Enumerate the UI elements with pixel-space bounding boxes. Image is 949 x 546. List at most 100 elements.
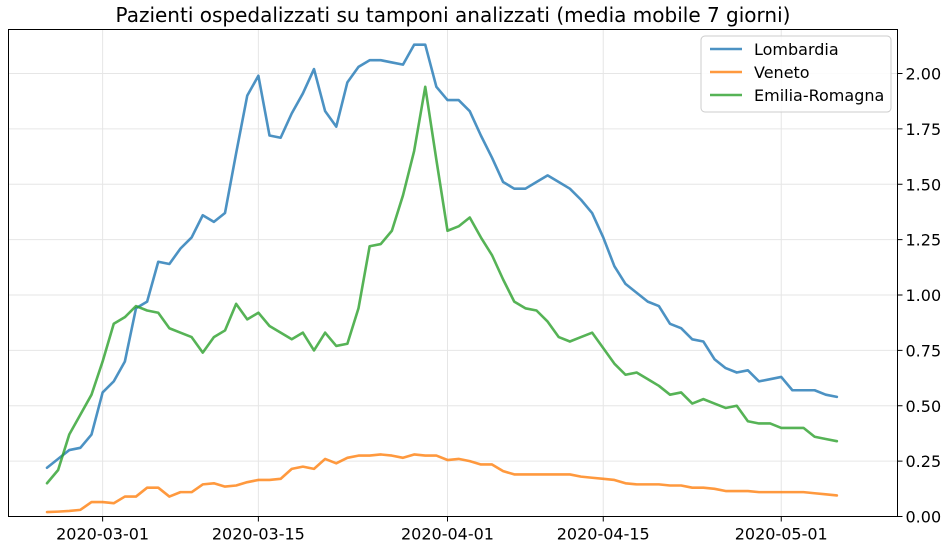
data-point <box>257 75 259 77</box>
data-point <box>491 156 493 158</box>
data-point <box>324 458 326 460</box>
data-point <box>357 454 359 456</box>
data-point <box>235 152 237 154</box>
data-point <box>90 393 92 395</box>
plot-frame <box>8 29 898 517</box>
data-point <box>758 422 760 424</box>
data-point <box>825 438 827 440</box>
data-point <box>647 483 649 485</box>
data-point <box>635 483 637 485</box>
data-point <box>724 407 726 409</box>
data-point <box>647 300 649 302</box>
data-point <box>624 374 626 376</box>
series-veneto <box>45 453 839 514</box>
data-point <box>457 458 459 460</box>
data-point <box>747 490 749 492</box>
data-point <box>624 482 626 484</box>
data-point <box>713 402 715 404</box>
data-point <box>691 487 693 489</box>
grid <box>8 29 898 517</box>
data-point <box>613 479 615 481</box>
data-point <box>179 247 181 249</box>
data-point <box>268 134 270 136</box>
data-point <box>157 261 159 263</box>
data-point <box>480 236 482 238</box>
data-point <box>213 221 215 223</box>
data-point <box>836 396 838 398</box>
data-point <box>702 487 704 489</box>
data-point <box>457 225 459 227</box>
data-point <box>324 110 326 112</box>
data-point <box>313 468 315 470</box>
data-point <box>602 347 604 349</box>
data-point <box>380 243 382 245</box>
data-point <box>435 454 437 456</box>
y-tick-label: 2.00 <box>906 65 942 84</box>
data-point <box>836 440 838 442</box>
series-line <box>45 453 839 514</box>
data-point <box>680 391 682 393</box>
x-tick-label: 2020-03-01 <box>56 525 149 544</box>
data-point <box>457 99 459 101</box>
data-point <box>736 405 738 407</box>
data-point <box>313 349 315 351</box>
data-point <box>380 453 382 455</box>
data-point <box>446 230 448 232</box>
data-point <box>257 479 259 481</box>
data-point <box>68 510 70 512</box>
data-point <box>591 331 593 333</box>
data-point <box>235 484 237 486</box>
data-point <box>46 482 48 484</box>
data-point <box>190 336 192 338</box>
data-point <box>146 309 148 311</box>
data-point <box>302 465 304 467</box>
data-point <box>558 181 560 183</box>
data-point <box>179 491 181 493</box>
data-point <box>491 254 493 256</box>
data-point <box>602 236 604 238</box>
y-tick-label: 0.50 <box>906 397 942 416</box>
data-point <box>513 187 515 189</box>
data-point <box>368 245 370 247</box>
data-point <box>658 305 660 307</box>
data-point <box>190 236 192 238</box>
data-point <box>825 493 827 495</box>
data-point <box>791 427 793 429</box>
data-point <box>68 449 70 451</box>
data-point <box>680 484 682 486</box>
data-point <box>513 473 515 475</box>
data-point <box>624 283 626 285</box>
data-point <box>591 212 593 214</box>
data-point <box>813 389 815 391</box>
data-point <box>313 68 315 70</box>
legend-label: Lombardia <box>754 40 839 59</box>
data-point <box>146 300 148 302</box>
data-point <box>713 358 715 360</box>
data-point <box>224 212 226 214</box>
data-point <box>335 125 337 127</box>
data-point <box>190 491 192 493</box>
y-tick-label: 0.75 <box>906 341 942 360</box>
data-point <box>691 402 693 404</box>
data-point <box>279 137 281 139</box>
data-point <box>113 380 115 382</box>
data-point <box>546 320 548 322</box>
data-point <box>513 300 515 302</box>
series-emilia-romagna <box>45 85 839 485</box>
data-point <box>669 323 671 325</box>
data-point <box>124 360 126 362</box>
data-point <box>769 378 771 380</box>
data-point <box>202 483 204 485</box>
data-point <box>101 501 103 503</box>
data-point <box>524 187 526 189</box>
data-point <box>791 389 793 391</box>
data-point <box>135 305 137 307</box>
data-point <box>302 331 304 333</box>
data-point <box>736 490 738 492</box>
data-point <box>124 495 126 497</box>
data-point <box>79 509 81 511</box>
data-point <box>168 263 170 265</box>
data-point <box>658 385 660 387</box>
x-tick-label: 2020-03-15 <box>212 525 305 544</box>
